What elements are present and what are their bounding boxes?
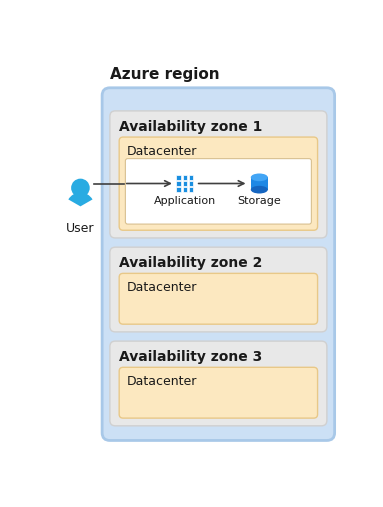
Text: Datacenter: Datacenter xyxy=(127,281,197,294)
Bar xyxy=(189,181,193,186)
FancyBboxPatch shape xyxy=(110,341,327,426)
Text: Datacenter: Datacenter xyxy=(127,375,197,388)
Ellipse shape xyxy=(251,173,268,181)
FancyBboxPatch shape xyxy=(102,88,335,441)
FancyBboxPatch shape xyxy=(119,367,318,418)
Ellipse shape xyxy=(251,186,268,194)
Text: Availability zone 1: Availability zone 1 xyxy=(119,120,263,134)
FancyBboxPatch shape xyxy=(110,111,327,238)
FancyBboxPatch shape xyxy=(110,247,327,332)
Bar xyxy=(251,177,268,190)
Bar xyxy=(176,175,181,179)
Bar xyxy=(183,181,187,186)
Wedge shape xyxy=(68,193,93,206)
FancyBboxPatch shape xyxy=(119,273,318,324)
Circle shape xyxy=(71,178,90,197)
Text: Storage: Storage xyxy=(237,196,281,206)
Bar xyxy=(176,188,181,192)
Bar xyxy=(189,175,193,179)
Text: Azure region: Azure region xyxy=(110,66,219,82)
Bar xyxy=(176,181,181,186)
Text: Availability zone 2: Availability zone 2 xyxy=(119,257,263,270)
Bar xyxy=(189,188,193,192)
Text: Availability zone 3: Availability zone 3 xyxy=(119,350,262,365)
Bar xyxy=(183,188,187,192)
Bar xyxy=(183,175,187,179)
Text: Datacenter: Datacenter xyxy=(127,145,197,158)
FancyBboxPatch shape xyxy=(119,137,318,230)
FancyBboxPatch shape xyxy=(125,159,311,224)
Text: User: User xyxy=(66,222,95,235)
Text: Application: Application xyxy=(154,196,216,206)
